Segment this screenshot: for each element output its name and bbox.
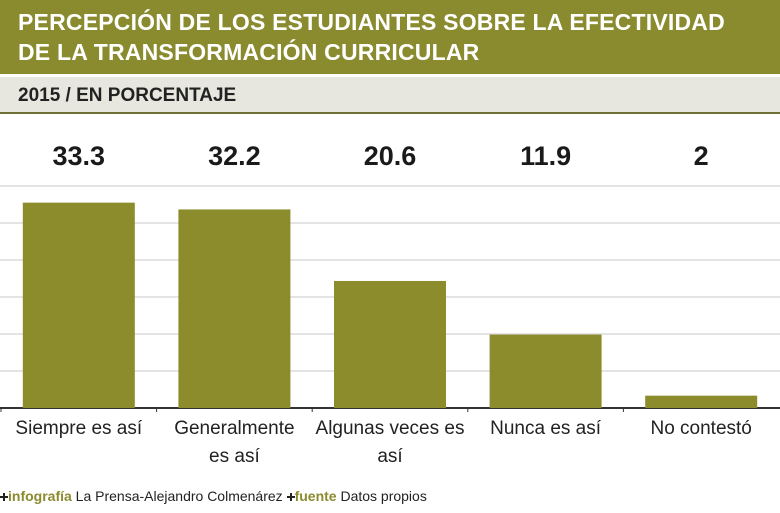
- x-tick-label: No contestó: [650, 418, 752, 439]
- value-label: 20.6: [364, 141, 417, 171]
- plus-icon: [0, 493, 8, 502]
- bar: [22, 202, 135, 408]
- value-label: 33.3: [53, 141, 106, 171]
- subtitle-band: [0, 77, 780, 114]
- x-tick-label: Algunas veces es así: [315, 418, 465, 467]
- bar: [178, 209, 291, 408]
- chart-subtitle: 2015 / EN PORCENTAJE: [18, 85, 237, 106]
- footer: infografía La Prensa-Alejandro Colmenáre…: [0, 488, 780, 504]
- chart-title: Percepción de los estudiantes sobre la e…: [18, 9, 725, 65]
- bar: [334, 280, 446, 408]
- bar: [645, 395, 758, 408]
- bar: [489, 334, 602, 408]
- chart: 33.3 32.2 20.6 11.9 2: [0, 141, 780, 412]
- source: Datos propios: [340, 488, 427, 504]
- title-banner: [0, 0, 780, 74]
- x-tick-label: Generalmente es así: [174, 418, 295, 467]
- credit: La Prensa-Alejandro Colmenárez: [75, 488, 283, 504]
- plus-icon: [286, 493, 295, 502]
- credit-label: infografía: [8, 488, 72, 504]
- source-label: fuente: [294, 488, 337, 504]
- x-tick-label: Siempre es así: [15, 418, 143, 439]
- value-label: 2: [694, 141, 709, 171]
- x-tick-label: Nunca es así: [490, 418, 602, 439]
- value-label: 11.9: [520, 141, 571, 171]
- value-label: 32.2: [208, 141, 261, 171]
